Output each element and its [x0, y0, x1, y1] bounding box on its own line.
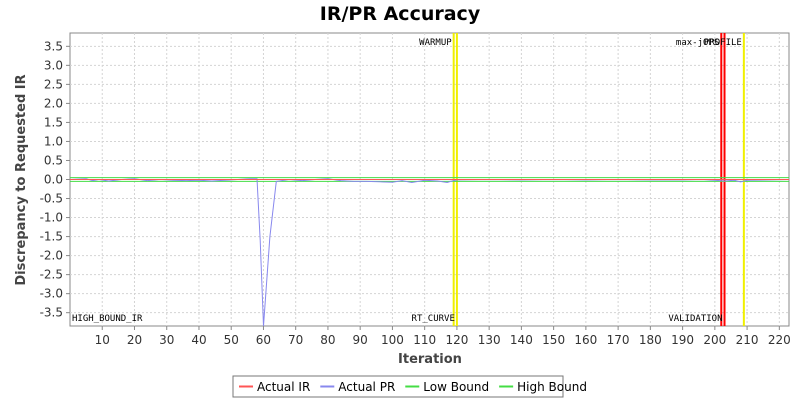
x-tick-label: 160 [574, 333, 597, 347]
y-tick-label: 2.5 [44, 77, 63, 91]
x-tick-label: 60 [256, 333, 271, 347]
legend-item: Low Bound [423, 380, 489, 394]
marker-label: VALIDATION [668, 314, 722, 324]
x-tick-label: 90 [353, 333, 368, 347]
y-tick-label: 0.5 [44, 153, 63, 167]
y-axis-label: Discrepancy to Requested IR [14, 74, 29, 285]
marker-label: WARMUP [419, 38, 452, 48]
x-tick-label: 170 [607, 333, 630, 347]
series-lines [69, 177, 790, 327]
x-tick-label: 10 [95, 333, 110, 347]
y-tick-label: -1.5 [40, 230, 63, 244]
x-tick-label: 220 [768, 333, 791, 347]
y-tick-label: 1.0 [44, 134, 63, 148]
x-axis-label: Iteration [398, 352, 462, 367]
y-tick-label: -0.5 [40, 192, 63, 206]
y-tick-label: -3.5 [40, 306, 63, 320]
x-tick-label: 30 [159, 333, 174, 347]
marker-label: max-jOPS [676, 38, 719, 48]
x-tick-label: 100 [381, 333, 404, 347]
y-tick-label: 0.0 [44, 173, 63, 187]
marker-label: RT_CURVE [412, 314, 455, 324]
x-tick-label: 110 [413, 333, 436, 347]
y-tick-label: -2.5 [40, 268, 63, 282]
x-tick-label: 20 [127, 333, 142, 347]
y-tick-label: -2.0 [40, 249, 63, 263]
x-tick-label: 200 [703, 333, 726, 347]
x-tick-label: 210 [736, 333, 759, 347]
marker-label: HIGH_BOUND_IR [72, 314, 143, 324]
y-tick-label: 3.0 [44, 58, 63, 72]
ticks: 10 20 30 40 50 60 70 80 90 100 110 120 130 140 150 160 1… [40, 39, 791, 347]
grid [70, 33, 789, 326]
x-tick-label: 40 [191, 333, 206, 347]
y-tick-label: 3.5 [44, 39, 63, 53]
legend-item: Actual IR [257, 380, 310, 394]
x-tick-label: 190 [671, 333, 694, 347]
x-tick-label: 130 [478, 333, 501, 347]
legend-item: Actual PR [338, 380, 395, 394]
y-tick-label: -3.0 [40, 287, 63, 301]
x-tick-label: 180 [639, 333, 662, 347]
marker-label: PROFILE [704, 38, 742, 48]
x-tick-label: 120 [445, 333, 468, 347]
legend-box [232, 375, 564, 398]
y-tick-label: 1.5 [44, 115, 63, 129]
x-tick-label: 140 [510, 333, 533, 347]
x-tick-label: 150 [542, 333, 565, 347]
y-tick-label: -1.0 [40, 211, 63, 225]
y-tick-label: 2.0 [44, 96, 63, 110]
chart-title: IR/PR Accuracy [320, 3, 481, 25]
legend: Actual IR Actual PR Low Bound High Bound [232, 375, 587, 398]
x-tick-label: 70 [288, 333, 303, 347]
legend-item: High Bound [517, 380, 587, 394]
x-tick-label: 50 [224, 333, 239, 347]
x-tick-label: 80 [320, 333, 335, 347]
